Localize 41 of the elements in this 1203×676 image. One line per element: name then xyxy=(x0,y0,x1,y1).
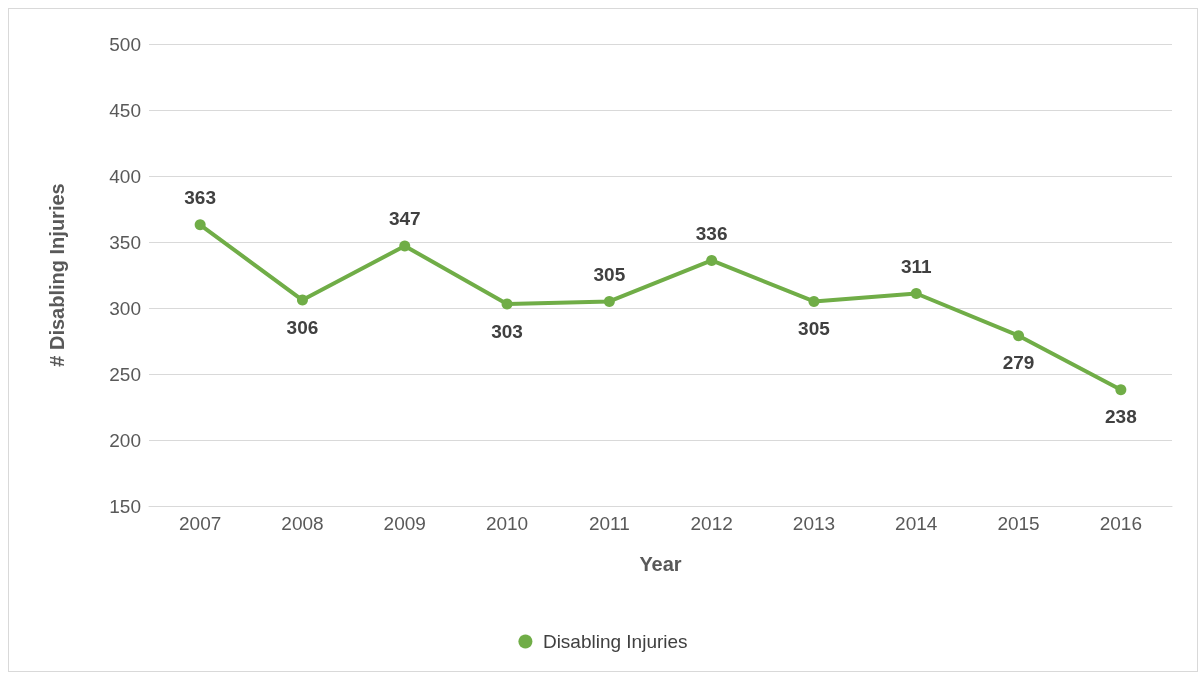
y-tick-label: 250 xyxy=(109,363,141,385)
point xyxy=(603,295,615,307)
data-label: 279 xyxy=(1002,352,1035,374)
x-tick-label: 2011 xyxy=(588,513,630,534)
point xyxy=(706,254,718,266)
point xyxy=(1013,330,1025,342)
point xyxy=(296,294,308,306)
data-label: 363 xyxy=(184,187,216,209)
y-tick-label: 500 xyxy=(109,33,141,55)
point xyxy=(1115,384,1127,396)
y-axis-title: # Disabling Injuries xyxy=(46,183,68,367)
point xyxy=(808,295,820,307)
x-tick-label: 2009 xyxy=(383,513,426,534)
point xyxy=(501,298,513,310)
x-tick-label: 2012 xyxy=(690,513,733,534)
point xyxy=(194,219,206,231)
x-tick-label: 2014 xyxy=(895,513,938,534)
y-tick-label: 150 xyxy=(109,495,141,517)
y-tick-label: 450 xyxy=(109,99,141,121)
x-tick-label: 2007 xyxy=(179,513,222,534)
data-label: 238 xyxy=(1105,406,1137,428)
x-tick-label: 2016 xyxy=(1099,513,1142,534)
data-label: 336 xyxy=(695,222,728,244)
data-label: 311 xyxy=(900,255,933,277)
data-label: 303 xyxy=(491,320,523,342)
x-axis-title: Year xyxy=(639,553,682,575)
data-label: 306 xyxy=(286,316,319,338)
y-tick-label: 200 xyxy=(109,429,141,451)
y-tick-label: 300 xyxy=(109,297,141,319)
x-tick-label: 2008 xyxy=(281,513,324,534)
x-tick-label: 2010 xyxy=(485,513,529,534)
point xyxy=(910,287,922,299)
data-label: 305 xyxy=(593,263,626,285)
y-tick-label: 400 xyxy=(109,165,141,187)
y-tick-label: 350 xyxy=(109,231,141,253)
data-label: 305 xyxy=(798,317,831,339)
x-tick-label: 2013 xyxy=(792,513,836,534)
data-label: 347 xyxy=(388,208,421,230)
point xyxy=(399,240,411,252)
x-tick-label: 2015 xyxy=(997,513,1040,534)
legend-label: Disabling Injuries xyxy=(542,631,688,652)
